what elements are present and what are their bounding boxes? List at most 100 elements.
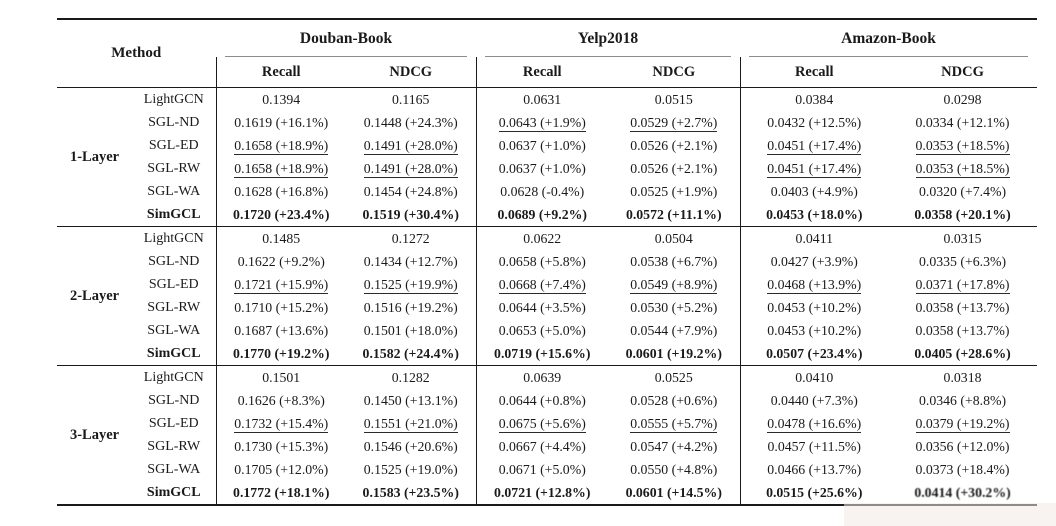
metric-value: 0.1721 (+15.9%) — [234, 276, 329, 294]
metric-value: 0.0373 (+18.4%) — [915, 461, 1010, 477]
metric-value: 0.0525 — [654, 369, 693, 385]
metric-value-cell: 0.1546 (+20.6%) — [346, 435, 476, 458]
metric-value: 0.0371 (+17.8%) — [915, 276, 1010, 294]
metric-value-cell: 0.0689 (+9.2%) — [475, 203, 608, 227]
metric-value-cell: 0.0643 (+1.9%) — [475, 111, 608, 134]
metric-value-cell: 0.0538 (+6.7%) — [608, 250, 740, 273]
metric-value: 0.1450 (+13.1%) — [363, 392, 458, 408]
metric-value: 0.1720 (+23.4%) — [233, 206, 330, 222]
metric-value-cell: 0.0644 (+0.8%) — [475, 389, 608, 412]
metric-value-cell: 0.0667 (+4.4%) — [475, 435, 608, 458]
metric-value-cell: 0.0504 — [608, 226, 741, 250]
metric-value-cell: 0.0468 (+13.9%) — [739, 273, 889, 296]
metric-value: 0.0320 (+7.4%) — [918, 183, 1007, 199]
method-name-cell: LightGCN — [132, 226, 216, 250]
metric-header-ndcg: NDCG — [608, 57, 741, 88]
metric-value-cell: 0.0440 (+7.3%) — [739, 389, 889, 412]
method-name-cell: SGL-RW — [147, 160, 201, 176]
metric-value: 0.0453 (+10.2%) — [767, 299, 862, 315]
metric-value: 0.0644 (+0.8%) — [498, 392, 586, 408]
method-name-cell: SGL-WA — [147, 322, 201, 338]
metric-value: 0.1770 (+19.2%) — [233, 345, 330, 361]
metric-value-cell: 0.0353 (+18.5%) — [888, 157, 1037, 180]
metric-value-cell: 0.0414 (+30.2%) — [888, 481, 1037, 505]
metric-header-recall: Recall — [215, 57, 346, 88]
metric-value: 0.1165 — [392, 91, 430, 107]
scan-artifact — [844, 503, 1056, 526]
table-row: SGL-RW 0.1710 (+15.2%) 0.1516 (+19.2%) 0.06… — [57, 296, 1037, 319]
method-name-cell: SGL-ED — [148, 276, 199, 292]
metric-value-cell: 0.0668 (+7.4%) — [475, 273, 608, 296]
metric-value: 0.0346 (+8.8%) — [918, 392, 1007, 408]
table-row: SGL-WA 0.1628 (+16.8%) 0.1454 (+24.8%) 0.06… — [57, 180, 1037, 203]
metric-value-cell: 0.0466 (+13.7%) — [739, 458, 889, 481]
metric-value-cell: 0.1622 (+9.2%) — [215, 250, 346, 273]
metric-value: 0.0353 (+18.5%) — [915, 137, 1010, 155]
metric-value-cell: 0.0637 (+1.0%) — [475, 134, 608, 157]
metric-value: 0.1710 (+15.2%) — [234, 299, 329, 315]
table-row: 1-Layer LightGCN 0.1394 0.1165 0.0631 0.0515 0… — [57, 87, 1037, 164]
method-name-cell: SGL-ND — [148, 392, 200, 408]
metric-value-cell: 0.1519 (+30.4%) — [346, 203, 476, 227]
metric-value: 0.0457 (+11.5%) — [767, 438, 862, 454]
metric-value-cell: 0.0356 (+12.0%) — [888, 435, 1037, 458]
metric-value: 0.0658 (+5.8%) — [498, 253, 586, 269]
metric-value-cell: 0.0628 (-0.4%) — [475, 180, 608, 203]
metric-value-cell: 0.1583 (+23.5%) — [346, 481, 476, 505]
method-name-cell: SGL-WA — [147, 461, 201, 477]
metric-value-cell: 0.1658 (+18.9%) — [215, 134, 346, 157]
metric-value-cell: 0.0658 (+5.8%) — [475, 250, 608, 273]
metric-value-cell: 0.0507 (+23.4%) — [739, 342, 889, 366]
metric-value-cell: 0.0550 (+4.8%) — [608, 458, 740, 481]
metric-value: 0.1454 (+24.8%) — [363, 183, 458, 199]
metric-value-cell: 0.1434 (+12.7%) — [346, 250, 476, 273]
metric-value-cell: 0.0427 (+3.9%) — [739, 250, 889, 273]
metric-value: 0.1628 (+16.8%) — [234, 183, 329, 199]
metric-value-cell: 0.0547 (+4.2%) — [608, 435, 740, 458]
metric-header-ndcg: NDCG — [346, 57, 476, 88]
method-name-cell: LightGCN — [132, 365, 216, 389]
metric-value-cell: 0.1705 (+12.0%) — [215, 458, 346, 481]
metric-value-cell: 0.1516 (+19.2%) — [346, 296, 476, 319]
metric-value-cell: 0.1720 (+23.4%) — [215, 203, 346, 227]
table-row: SGL-RW 0.1730 (+15.3%) 0.1546 (+20.6%) 0.06… — [57, 435, 1037, 458]
layer-label: 2-Layer — [57, 226, 132, 366]
metric-value: 0.0403 (+4.9%) — [770, 183, 858, 199]
table-row: SGL-ND 0.1622 (+9.2%) 0.1434 (+12.7%) 0.065… — [57, 250, 1037, 273]
method-name-cell: SGL-ED — [148, 415, 199, 431]
metric-value-cell: 0.0410 — [739, 365, 889, 389]
metric-value-cell: 0.0384 — [739, 87, 889, 111]
table-row: SimGCL 0.1720 (+23.4%) 0.1519 (+30.4%) 0.06… — [57, 203, 1037, 227]
metric-value: 0.1282 — [391, 369, 430, 385]
metric-value-cell: 0.0639 — [475, 365, 608, 389]
metric-value: 0.1622 (+9.2%) — [237, 253, 325, 269]
metric-value-cell: 0.0373 (+18.4%) — [888, 458, 1037, 481]
method-name-cell: SGL-RW — [147, 438, 201, 454]
metric-value: 0.1448 (+24.3%) — [363, 114, 458, 130]
metric-value: 0.0298 — [943, 91, 982, 107]
metric-value: 0.1501 (+18.0%) — [363, 322, 458, 338]
metric-value-cell: 0.1501 — [215, 365, 346, 389]
table-row: 3-Layer LightGCN 0.1501 0.1282 0.0639 0.0525 0… — [57, 365, 1038, 505]
metric-value: 0.0451 (+17.4%) — [767, 137, 862, 155]
metric-value: 0.0526 (+2.1%) — [630, 160, 718, 176]
metric-value-cell: 0.0525 (+1.9%) — [608, 180, 740, 203]
header-midrule — [225, 56, 467, 57]
table-row: SGL-ND 0.1619 (+16.1%) 0.1448 (+24.3%) 0.06… — [57, 111, 1037, 134]
metric-value: 0.0451 (+17.4%) — [767, 160, 862, 178]
metric-value-cell: 0.0478 (+16.6%) — [739, 412, 889, 435]
metric-value: 0.0384 — [795, 91, 834, 107]
metric-value: 0.0405 (+28.6%) — [914, 345, 1011, 361]
metric-value: 0.1485 — [262, 230, 301, 246]
table-row: SGL-ND 0.1626 (+8.3%) 0.1450 (+13.1%) 0.064… — [57, 389, 1037, 412]
metric-value: 0.0478 (+16.6%) — [767, 415, 862, 433]
metric-value-cell: 0.1710 (+15.2%) — [215, 296, 346, 319]
method-name-cell: SimGCL — [146, 484, 201, 500]
method-name-cell: SimGCL — [146, 206, 201, 222]
results-table: Method Douban-Book Yelp2018 Amazon-Book … — [57, 18, 1038, 506]
metric-value-cell: 0.1770 (+19.2%) — [215, 342, 346, 366]
metric-value: 0.0358 (+13.7%) — [915, 322, 1010, 338]
metric-value-cell: 0.1485 — [215, 226, 346, 250]
metric-value-cell: 0.0622 — [475, 226, 608, 250]
